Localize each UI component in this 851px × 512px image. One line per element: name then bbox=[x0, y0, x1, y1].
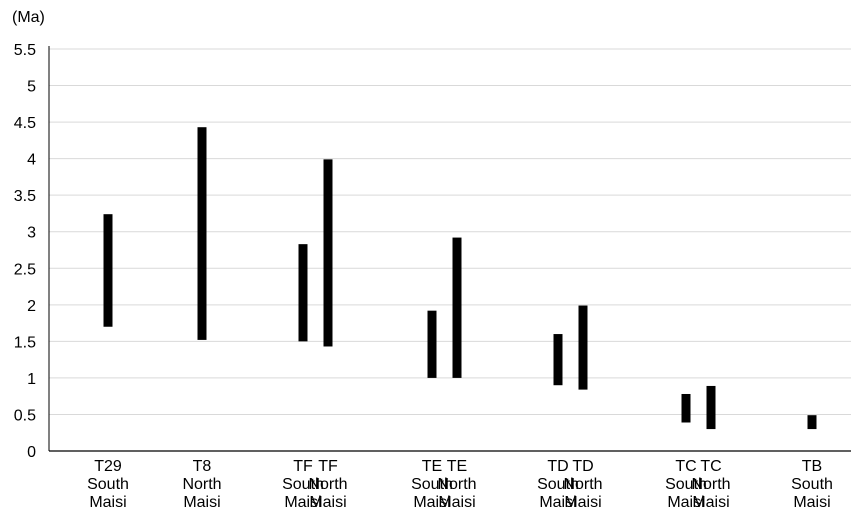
range-bar bbox=[807, 415, 817, 430]
x-category-label-line: North bbox=[437, 476, 476, 493]
x-category-label-line: Maisi bbox=[413, 494, 450, 511]
x-category-label-line: TE bbox=[447, 458, 467, 475]
y-tick-label: 1 bbox=[27, 371, 36, 388]
x-category-label-line: South bbox=[791, 476, 833, 493]
x-category-label: TE South Maisi bbox=[411, 458, 453, 511]
x-category-label-line: South bbox=[411, 476, 453, 493]
x-category-label-line: South bbox=[537, 476, 579, 493]
x-category-label-line: North bbox=[182, 476, 221, 493]
x-category-label: TC North Maisi bbox=[691, 458, 730, 511]
x-category-label-line: T29 bbox=[94, 458, 122, 475]
x-category-label-line: Maisi bbox=[309, 494, 346, 511]
gridlines bbox=[49, 48, 851, 415]
y-tick-label: 3 bbox=[27, 225, 36, 242]
y-tick-label: 5.5 bbox=[14, 42, 36, 59]
range-bar bbox=[578, 305, 588, 390]
x-category-label: TD North Maisi bbox=[563, 458, 602, 511]
range-bar bbox=[681, 393, 691, 423]
x-category-label-line: Maisi bbox=[89, 494, 126, 511]
x-category-label-line: Maisi bbox=[793, 494, 830, 511]
x-category-label-line: South bbox=[87, 476, 129, 493]
range-bar bbox=[427, 310, 437, 378]
x-category-label: TE North Maisi bbox=[437, 458, 476, 511]
x-category-label-line: TB bbox=[802, 458, 822, 475]
x-category-label-line: Maisi bbox=[564, 494, 601, 511]
y-tick-label: 4.5 bbox=[14, 115, 36, 132]
x-category-label-line: Maisi bbox=[183, 494, 220, 511]
y-tick-label: 2 bbox=[27, 298, 36, 315]
x-category-label: TF South Maisi bbox=[282, 458, 324, 511]
x-category-label-line: South bbox=[665, 476, 707, 493]
y-tick-labels: 0 0.5 1 1.5 2 2.5 3 3.5 4 4.5 5 5.5 bbox=[14, 42, 36, 461]
range-bar bbox=[298, 244, 308, 342]
range-bar bbox=[452, 237, 462, 378]
range-bar bbox=[553, 334, 563, 386]
x-category-label-line: Maisi bbox=[692, 494, 729, 511]
y-axis-unit-label: (Ma) bbox=[12, 9, 45, 26]
x-category-label-line: Maisi bbox=[539, 494, 576, 511]
x-category-label-line: T8 bbox=[193, 458, 212, 475]
range-bars bbox=[103, 127, 817, 430]
x-category-label: TB South Maisi bbox=[791, 458, 833, 511]
x-category-label-line: TE bbox=[422, 458, 442, 475]
x-category-label: T8 North Maisi bbox=[182, 458, 221, 511]
x-category-label-line: TC bbox=[675, 458, 696, 475]
x-category-label-line: North bbox=[308, 476, 347, 493]
x-category-label-line: Maisi bbox=[284, 494, 321, 511]
range-bar bbox=[706, 385, 716, 430]
x-category-label-line: TC bbox=[700, 458, 721, 475]
range-bar bbox=[323, 159, 333, 347]
x-category-label-line: North bbox=[691, 476, 730, 493]
x-category-label-line: South bbox=[282, 476, 324, 493]
x-category-label-line: TF bbox=[318, 458, 338, 475]
x-category-label: TC South Maisi bbox=[665, 458, 707, 511]
x-category-label: TF North Maisi bbox=[308, 458, 347, 511]
y-tick-label: 3.5 bbox=[14, 188, 36, 205]
y-tick-label: 2.5 bbox=[14, 261, 36, 278]
range-bar bbox=[103, 214, 113, 327]
x-category-label-line: Maisi bbox=[667, 494, 704, 511]
y-tick-label: 0 bbox=[27, 444, 36, 461]
x-category-label: T29 South Maisi bbox=[87, 458, 129, 511]
x-category-label-line: TD bbox=[572, 458, 593, 475]
range-bar bbox=[197, 127, 207, 340]
y-tick-label: 0.5 bbox=[14, 407, 36, 424]
x-category-label: TD South Maisi bbox=[537, 458, 579, 511]
y-tick-label: 1.5 bbox=[14, 334, 36, 351]
x-category-label-line: Maisi bbox=[438, 494, 475, 511]
y-tick-label: 5 bbox=[27, 79, 36, 96]
x-category-label-line: TF bbox=[293, 458, 313, 475]
x-category-label-line: TD bbox=[547, 458, 568, 475]
y-tick-label: 4 bbox=[27, 152, 36, 169]
x-category-label-line: North bbox=[563, 476, 602, 493]
